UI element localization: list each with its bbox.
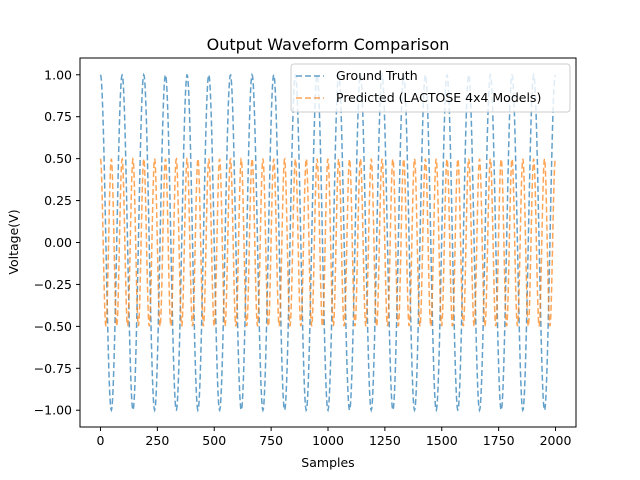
x-tick-label: 2000: [540, 433, 572, 448]
series-line-ground-truth: [99, 72, 556, 413]
y-tick-label: 1.00: [44, 67, 72, 82]
y-tick-label: 0.50: [44, 151, 72, 166]
x-tick-label: 250: [145, 433, 169, 448]
x-tick-label: 0: [97, 433, 105, 448]
legend: Ground Truth Predicted (LACTOSE 4x4 Mode…: [290, 63, 571, 113]
y-axis-label: Voltage(V): [6, 209, 21, 274]
legend-label-ground-truth: Ground Truth: [336, 68, 418, 83]
x-tick-label: 1500: [426, 433, 458, 448]
x-tick-label: 500: [202, 433, 226, 448]
legend-label-predicted: Predicted (LACTOSE 4x4 Models): [336, 90, 541, 105]
y-tick-label: 0.00: [44, 235, 72, 250]
y-tick-label: −0.75: [34, 361, 72, 376]
plot-lines: [99, 72, 557, 413]
x-tick-label: 1000: [312, 433, 344, 448]
x-tick-label: 1250: [369, 433, 401, 448]
y-axis-ticks: −1.00 −0.75 −0.50 −0.25 0.00 0.25 0.50 0.75 1.00: [34, 67, 80, 418]
y-tick-label: −0.50: [34, 319, 72, 334]
plot-frame: [79, 57, 577, 428]
y-tick-label: 0.25: [44, 193, 72, 208]
y-tick-label: −1.00: [34, 403, 72, 418]
chart-title: Output Waveform Comparison: [207, 35, 450, 54]
legend-box: [290, 63, 571, 113]
x-tick-label: 1750: [483, 433, 515, 448]
x-axis-label: Samples: [301, 455, 354, 470]
x-tick-label: 750: [259, 433, 283, 448]
series-line-predicted: [99, 157, 557, 327]
x-axis-ticks: 0 250 500 750 1000 1250 1500 1750 2000: [97, 427, 572, 448]
y-tick-label: 0.75: [44, 109, 72, 124]
y-tick-label: −0.25: [34, 277, 72, 292]
